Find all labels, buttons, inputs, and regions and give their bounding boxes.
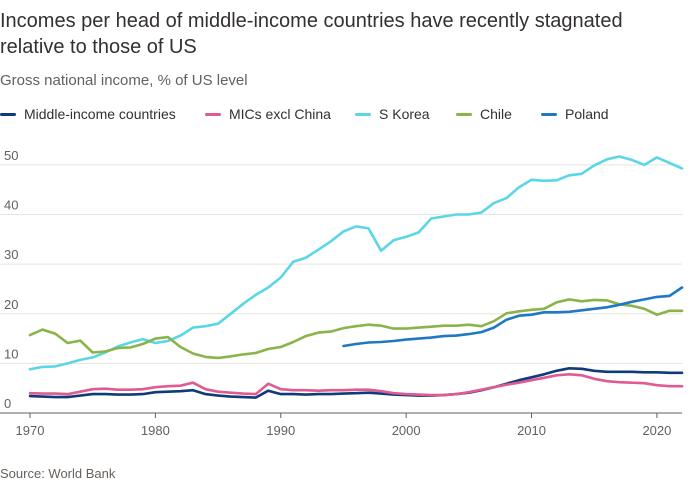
chart-legend: Middle-income countries MICs excl China … — [0, 104, 700, 124]
series-line-middle-income-countries — [28, 366, 684, 399]
x-tick-label: 2010 — [517, 423, 546, 438]
legend-item-poland: Poland — [541, 104, 609, 124]
legend-swatch — [541, 112, 557, 116]
legend-label: Poland — [565, 106, 609, 122]
series-line-poland — [342, 286, 684, 348]
y-tick-label: 20 — [4, 297, 18, 312]
chart-title: Incomes per head of middle-income countr… — [0, 10, 623, 58]
x-tick-label: 2020 — [642, 423, 671, 438]
legend-swatch — [456, 112, 472, 116]
legend-item-mics-excl-china: MICs excl China — [205, 104, 331, 124]
y-tick-label: 0 — [4, 396, 11, 411]
legend-item-s-korea: S Korea — [355, 104, 430, 124]
legend-swatch — [0, 112, 16, 116]
chart-subtitle: Gross national income, % of US level — [0, 72, 248, 89]
series-line-s-korea — [28, 155, 684, 371]
y-tick-label: 40 — [4, 198, 18, 213]
y-tick-label: 10 — [4, 346, 18, 361]
legend-item-middle-income: Middle-income countries — [0, 104, 176, 124]
y-tick-label: 50 — [4, 148, 18, 163]
legend-label: Middle-income countries — [24, 106, 176, 122]
x-tick-label: 2000 — [392, 423, 421, 438]
x-tick-label: 1980 — [141, 423, 170, 438]
legend-item-chile: Chile — [456, 104, 512, 124]
y-tick-label: 30 — [4, 247, 18, 262]
legend-label: MICs excl China — [229, 106, 331, 122]
legend-swatch — [355, 112, 371, 116]
x-tick-label: 1990 — [266, 423, 295, 438]
series-line-mics-excl-china — [28, 372, 684, 397]
x-tick-label: 1970 — [16, 423, 45, 438]
legend-swatch — [205, 112, 221, 116]
legend-label: S Korea — [379, 106, 430, 122]
legend-label: Chile — [480, 106, 512, 122]
chart-source: Source: World Bank — [0, 466, 116, 481]
series-line-chile — [28, 298, 684, 360]
